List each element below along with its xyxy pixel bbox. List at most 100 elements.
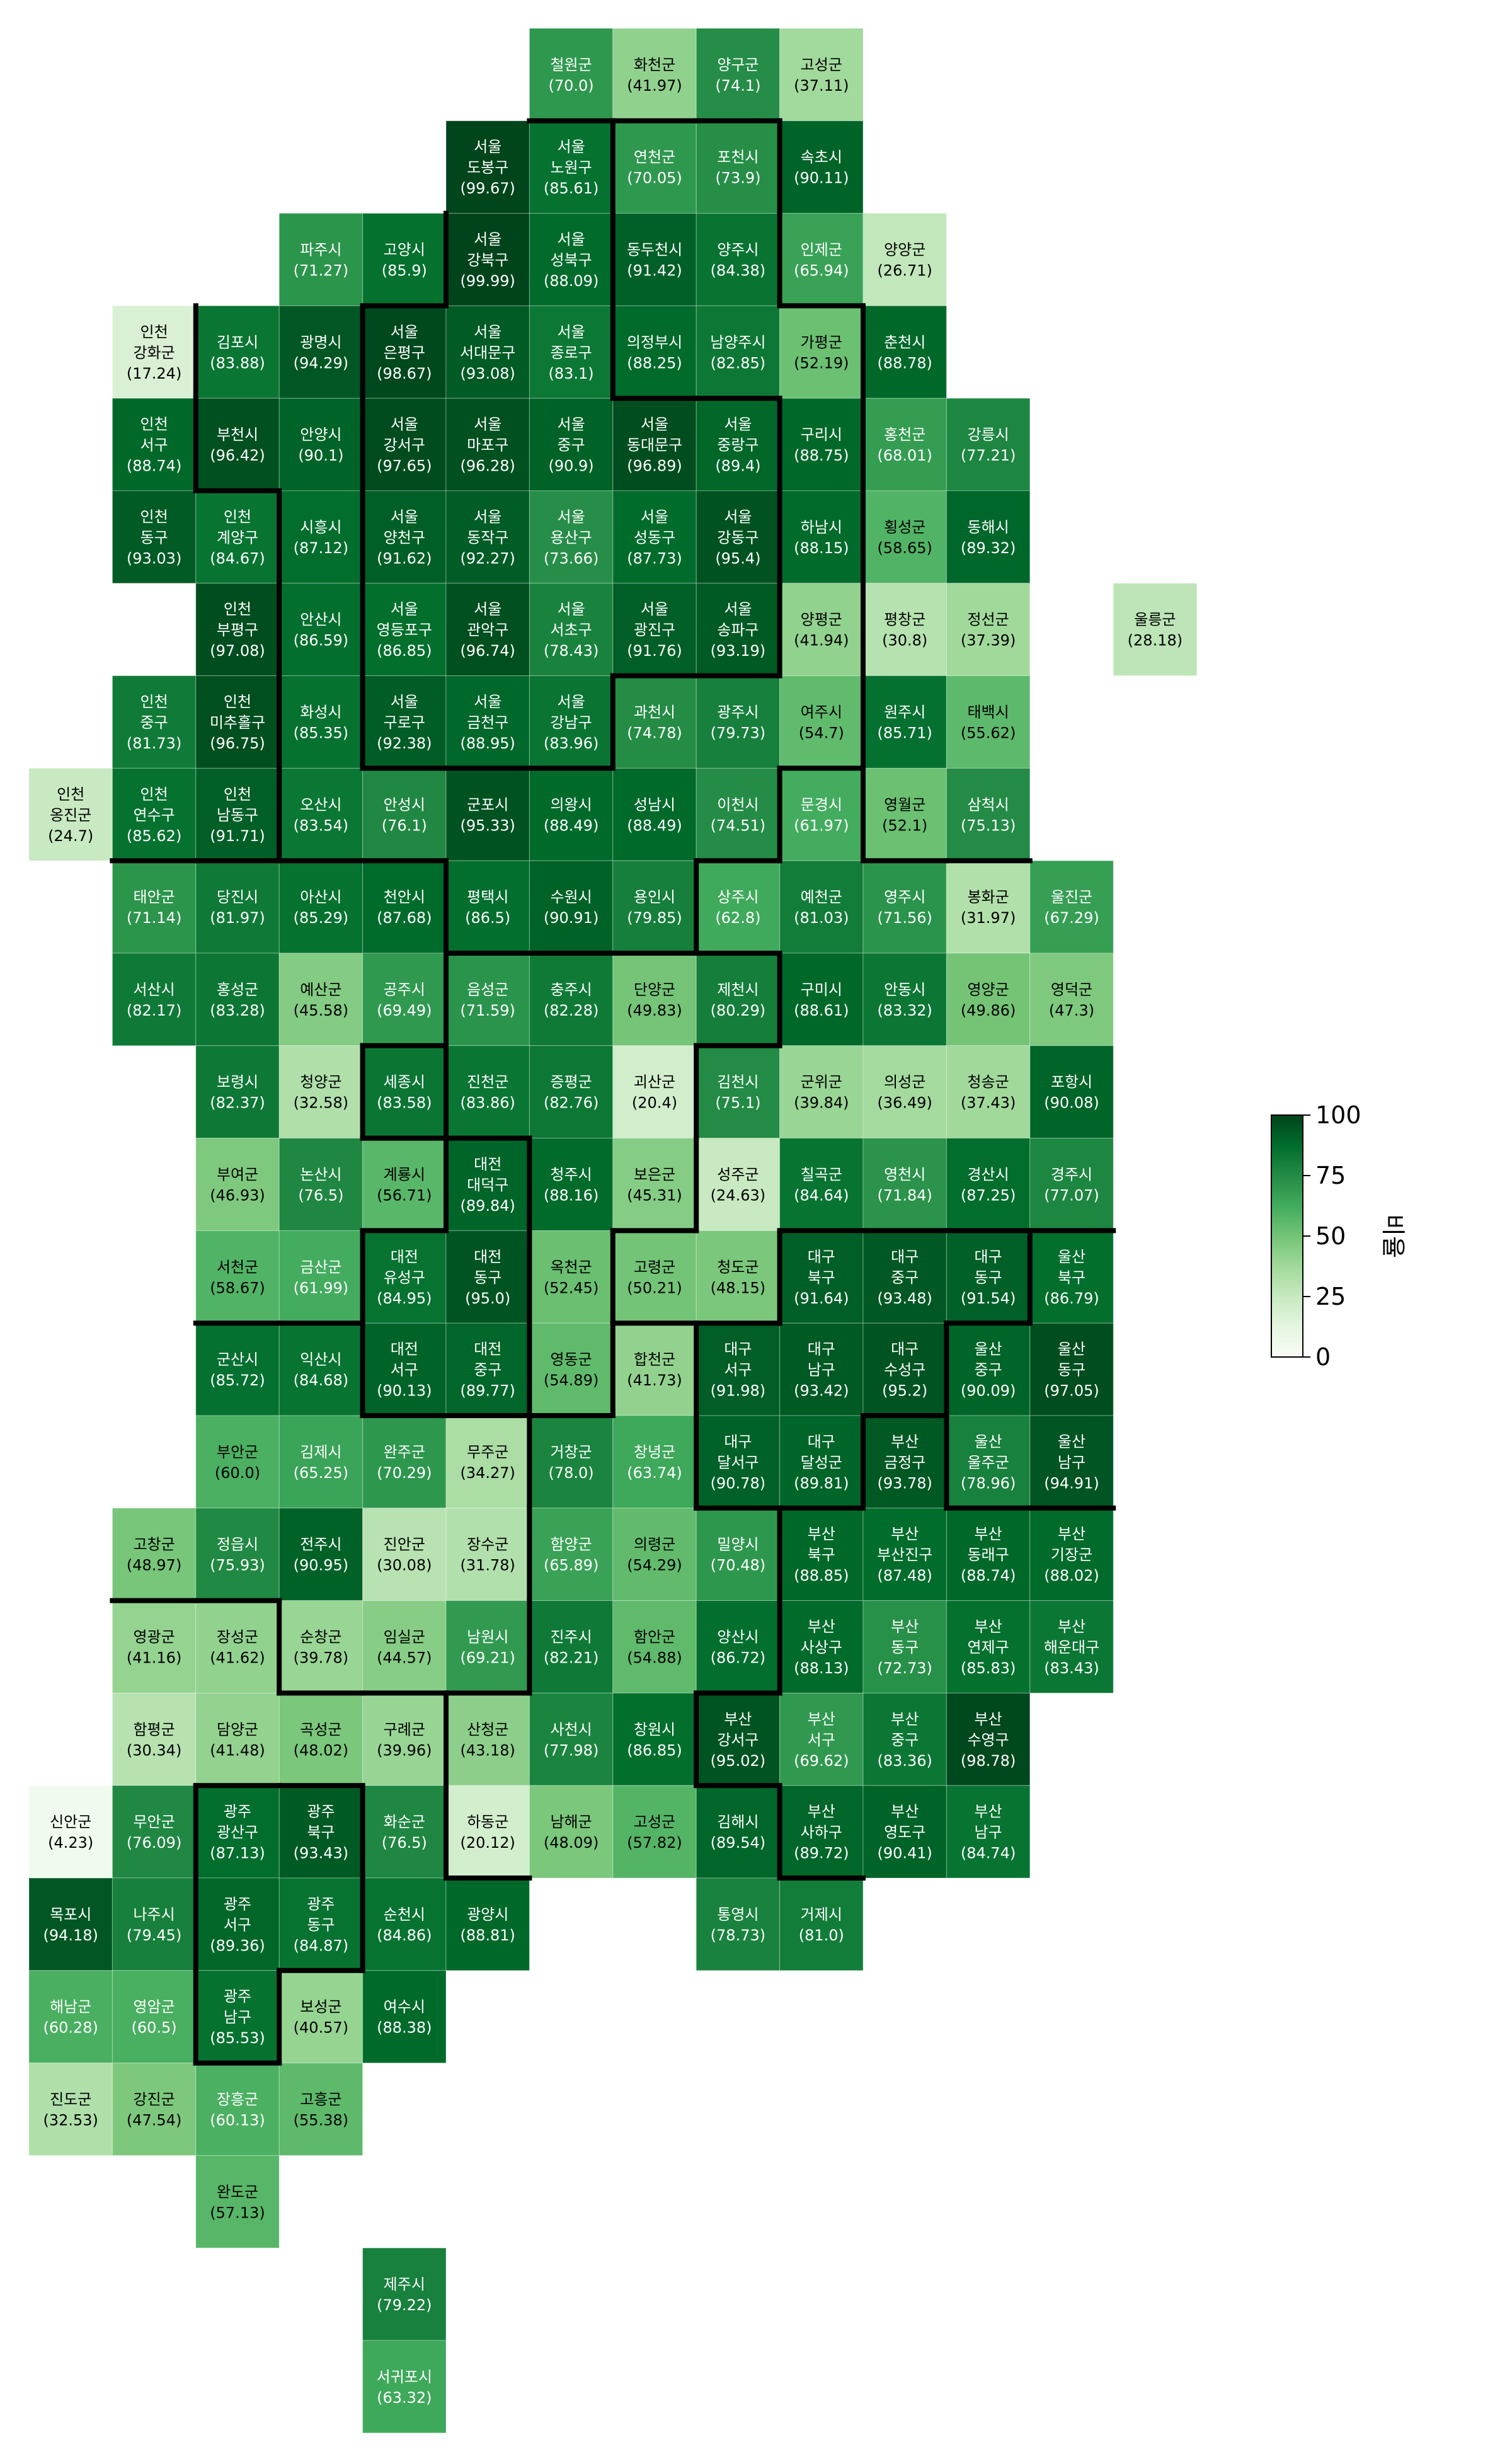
tile-name: 서구	[808, 1731, 835, 1749]
tile-value: (39.84)	[794, 1094, 849, 1112]
tile-value: (90.09)	[961, 1382, 1016, 1400]
tile-name: 서울	[558, 508, 585, 525]
tile-fill	[862, 1138, 947, 1231]
tile-fill	[195, 1322, 280, 1416]
tile-name: 천안시	[384, 888, 425, 906]
tile-name: 북구	[808, 1546, 835, 1564]
tile-name: 파주시	[300, 241, 341, 259]
tile-name: 인천	[140, 508, 168, 525]
tile-name: 함평군	[133, 1721, 175, 1738]
tile-value: (77.07)	[1044, 1187, 1099, 1205]
tile-name: 진도군	[50, 2091, 91, 2109]
tile-fill	[112, 305, 197, 399]
tile-name: 서구	[140, 437, 168, 454]
tile-value: (68.01)	[877, 447, 932, 464]
tile-value: (60.5)	[132, 2019, 177, 2037]
tile-name: 대덕구	[467, 1176, 508, 1194]
tile-name: 서산시	[133, 981, 175, 999]
tile-fill	[112, 490, 197, 584]
tile-fill	[779, 213, 864, 306]
tile-value: (85.9)	[382, 262, 427, 280]
tile-value: (71.84)	[877, 1187, 932, 1205]
tile-value: (91.62)	[377, 549, 432, 567]
tile-name: 중구	[558, 437, 585, 454]
tile-name: 종로구	[550, 344, 592, 362]
tile-name: 송파구	[717, 621, 759, 639]
tile-value: (90.95)	[294, 1557, 348, 1574]
tile-fill	[195, 1415, 280, 1509]
tile-name: 해운대구	[1044, 1639, 1099, 1656]
tile-name: 남해군	[550, 1813, 592, 1831]
tile-name: 거창군	[550, 1443, 592, 1461]
tile-value: (89.84)	[460, 1197, 515, 1215]
tile-fill	[529, 1692, 614, 1786]
tile-name: 고양시	[384, 241, 425, 259]
tile-fill	[278, 583, 364, 677]
tile-fill	[112, 1785, 197, 1879]
tile-value: (70.29)	[377, 1464, 432, 1482]
tile-value: (83.86)	[460, 1094, 515, 1112]
tile-value: (37.39)	[961, 632, 1016, 650]
tile-fill	[946, 1322, 1031, 1416]
tile-name: 대전	[391, 1341, 418, 1358]
tile-fill	[278, 1877, 364, 1971]
tile-fill	[612, 675, 697, 769]
tile-value: (41.62)	[210, 1649, 265, 1667]
tile-fill	[612, 1785, 697, 1879]
tile-name: 담양군	[217, 1721, 258, 1738]
tile-name: 양양군	[884, 241, 925, 259]
tile-value: (95.4)	[715, 549, 760, 567]
tile-value: (65.25)	[294, 1464, 348, 1482]
tile-value: (84.64)	[794, 1187, 849, 1205]
tile-name: 기장군	[1051, 1546, 1092, 1564]
tile-fill	[612, 398, 697, 491]
map-tile: 울릉군 (28.18)	[1113, 583, 1198, 677]
tile-fill	[946, 953, 1031, 1046]
tile-fill	[195, 1692, 280, 1786]
tile-value: (89.72)	[794, 1845, 849, 1862]
tile-name: 인천	[224, 600, 251, 618]
tile-name: 단양군	[634, 981, 675, 999]
tile-name: 장성군	[217, 1629, 258, 1646]
tile-fill	[445, 490, 530, 584]
tile-value: (81.0)	[799, 1927, 844, 1944]
tile-name: 해남군	[50, 1998, 91, 2016]
tile-fill	[529, 120, 614, 214]
tile-name: 달성군	[801, 1453, 842, 1471]
tile-name: 군포시	[467, 796, 508, 813]
map-tile: 문경시 (61.97)	[779, 767, 864, 861]
tile-name: 영암군	[133, 1998, 175, 2016]
tile-fill	[28, 767, 113, 861]
map-tile: 의성군 (36.49)	[862, 1045, 947, 1139]
map-tile: 군포시 (95.33)	[445, 767, 530, 861]
map-tile: 금산군 (61.99)	[278, 1230, 364, 1324]
tile-value: (82.17)	[127, 1002, 181, 1019]
tile-name: 태백시	[967, 704, 1009, 721]
tile-name: 관악구	[467, 621, 508, 639]
tile-fill	[862, 1322, 947, 1416]
tile-fill	[362, 1785, 447, 1879]
colorbar-tick-label: 100	[1315, 1101, 1361, 1129]
map-tile: 의왕시 (88.49)	[529, 767, 614, 861]
tile-fill	[529, 213, 614, 306]
tile-name: 울산	[975, 1341, 1002, 1358]
tile-fill	[612, 1415, 697, 1509]
tile-name: 제천시	[717, 981, 759, 999]
tile-value: (95.2)	[882, 1382, 927, 1400]
tile-name: 성동구	[634, 529, 675, 546]
map-tile: 청송군 (37.43)	[946, 1045, 1031, 1139]
tile-name: 양주시	[717, 241, 759, 259]
tile-value: (90.41)	[877, 1845, 932, 1862]
tile-name: 포항시	[1051, 1074, 1092, 1091]
tile-fill	[696, 1415, 781, 1509]
map-tile: 양양군 (26.71)	[862, 213, 947, 306]
tile-fill	[112, 860, 197, 954]
